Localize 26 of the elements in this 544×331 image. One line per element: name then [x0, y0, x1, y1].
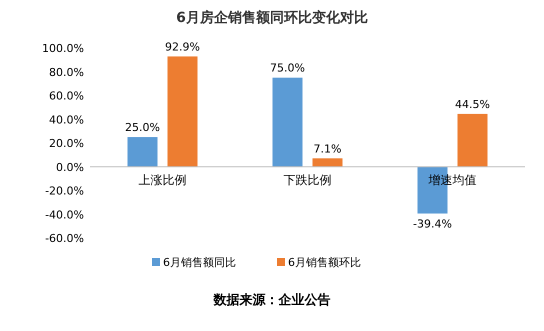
- data-label: -39.4%: [413, 218, 452, 231]
- bar: [458, 114, 488, 167]
- x-tick-label: 下跌比例: [284, 172, 332, 187]
- data-label: 75.0%: [270, 62, 305, 75]
- legend-label: 6月销售额环比: [288, 256, 361, 269]
- y-tick-label: -20.0%: [45, 184, 84, 198]
- y-tick-label: -40.0%: [45, 208, 84, 222]
- bar: [272, 78, 302, 167]
- y-tick-label: 60.0%: [49, 90, 84, 102]
- y-tick-label: 20.0%: [49, 137, 84, 150]
- x-tick-label: 上涨比例: [138, 172, 186, 187]
- bar: [128, 137, 158, 167]
- legend-label: 6月销售额同比: [163, 256, 236, 269]
- bar: [168, 56, 198, 167]
- y-tick-label: 0.0%: [56, 160, 84, 174]
- bar: [312, 158, 342, 167]
- y-tick-label: 100.0%: [42, 42, 84, 55]
- data-label: 7.1%: [314, 142, 342, 156]
- y-tick-label: -60.0%: [45, 232, 84, 245]
- data-label: 25.0%: [125, 121, 160, 134]
- data-label: 92.9%: [165, 40, 200, 54]
- chart-title: 6月房企销售额同环比变化对比: [176, 9, 368, 26]
- source-note: 数据来源：企业公告: [212, 292, 330, 308]
- data-label: 44.5%: [455, 98, 490, 111]
- y-tick-label: 80.0%: [49, 66, 84, 79]
- y-tick-label: 40.0%: [49, 113, 84, 126]
